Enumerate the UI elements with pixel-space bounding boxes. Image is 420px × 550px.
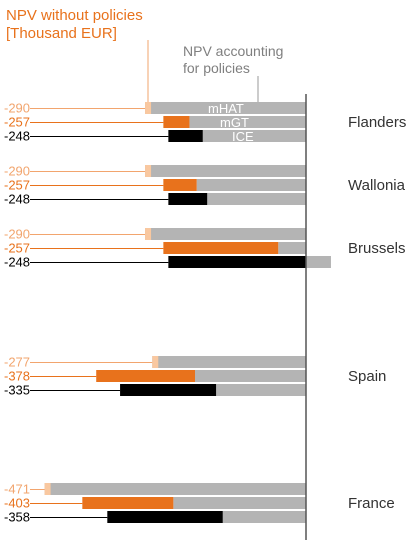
- annotation-line: NPV accounting: [183, 43, 283, 59]
- bar-with-policies-mgt: [278, 242, 306, 254]
- region-label: France: [348, 495, 395, 512]
- region-brussels: -290-257-248 Brussels: [4, 227, 406, 270]
- value-label-mgt: -378: [4, 369, 30, 384]
- bar-with-policies-ice: [222, 511, 306, 523]
- value-label-ice: -248: [4, 129, 30, 144]
- bar-with-policies-mgt: [196, 179, 306, 191]
- value-label-ice: -358: [4, 510, 30, 525]
- value-label-mhat: -471: [4, 482, 30, 497]
- value-label-ice: -248: [4, 255, 30, 270]
- bar-without-policies-mgt: [163, 116, 190, 128]
- series-label-mgt: mGT: [220, 115, 249, 130]
- bar-without-policies-ice: [168, 130, 203, 142]
- region-france: -471-403-358 France: [4, 482, 395, 525]
- chart-title-line: NPV without policies: [6, 7, 143, 24]
- region-spain: -277-378-335 Spain: [4, 355, 386, 398]
- chart-title-line: [Thousand EUR]: [6, 25, 117, 42]
- bar-with-policies-mgt: [189, 116, 306, 128]
- bar-without-policies-mgt: [96, 370, 195, 382]
- region-label: Brussels: [348, 240, 406, 257]
- bar-with-policies-ice: [306, 256, 331, 268]
- series-label-ice: ICE: [232, 129, 254, 144]
- bar-without-policies-ice: [168, 256, 306, 268]
- value-label-mhat: -290: [4, 227, 30, 242]
- region-wallonia: -290-257-248 Wallonia: [4, 164, 406, 207]
- value-label-ice: -248: [4, 192, 30, 207]
- bar-without-policies-mhat: [145, 102, 152, 114]
- series-label-mhat: mHAT: [208, 101, 244, 116]
- annotation-line: for policies: [183, 60, 250, 76]
- bar-without-policies-mhat: [44, 483, 51, 495]
- region-flanders: -290-257-248 Flanders: [4, 101, 406, 144]
- value-label-mgt: -257: [4, 115, 30, 130]
- bar-without-policies-mgt: [163, 179, 197, 191]
- bar-without-policies-mgt: [82, 497, 174, 509]
- bar-without-policies-ice: [168, 193, 208, 205]
- bar-with-policies-mhat: [44, 483, 306, 495]
- region-label: Spain: [348, 368, 386, 385]
- bar-without-policies-mhat: [145, 165, 152, 177]
- regions: -290-257-248Flanders-290-257-248Wallonia…: [4, 101, 406, 525]
- value-label-mhat: -290: [4, 164, 30, 179]
- bar-with-policies-mhat: [152, 356, 306, 368]
- bar-with-policies-mgt: [195, 370, 306, 382]
- chart-title: NPV without policies[Thousand EUR]: [6, 7, 143, 42]
- bar-with-policies-ice: [202, 130, 306, 142]
- bar-without-policies-mhat: [145, 228, 152, 240]
- bar-without-policies-mgt: [163, 242, 279, 254]
- bar-with-policies-mhat: [145, 228, 306, 240]
- bar-with-policies-ice: [207, 193, 306, 205]
- value-label-mhat: -277: [4, 355, 30, 370]
- region-label: Wallonia: [348, 177, 406, 194]
- bar-with-policies-mgt: [173, 497, 306, 509]
- value-label-ice: -335: [4, 383, 30, 398]
- region-label: Flanders: [348, 114, 406, 131]
- value-label-mgt: -257: [4, 241, 30, 256]
- value-label-mhat: -290: [4, 101, 30, 116]
- value-label-mgt: -257: [4, 178, 30, 193]
- bar-with-policies-ice: [216, 384, 306, 396]
- bar-without-policies-ice: [120, 384, 217, 396]
- bar-with-policies-mhat: [145, 102, 306, 114]
- bar-without-policies-ice: [107, 511, 223, 523]
- bar-without-policies-mhat: [152, 356, 159, 368]
- bar-with-policies-mhat: [145, 165, 306, 177]
- value-label-mgt: -403: [4, 496, 30, 511]
